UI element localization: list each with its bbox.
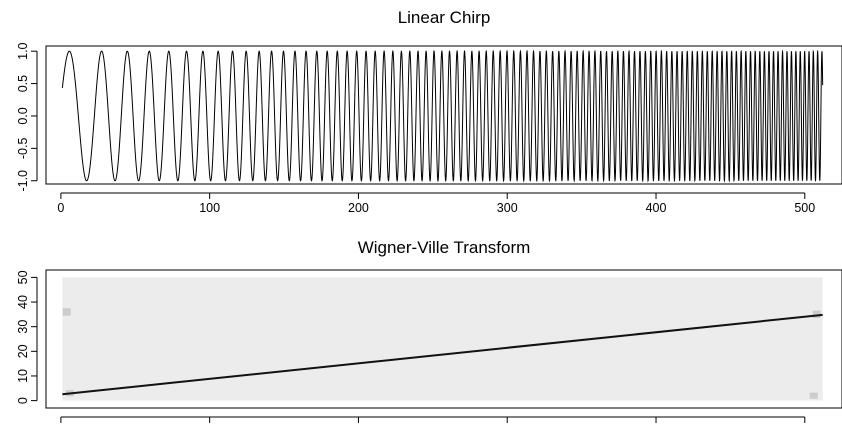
- x-tick-label: 200: [348, 201, 369, 215]
- y-tick-label: 40: [16, 295, 30, 309]
- y-tick-label: -0.5: [16, 138, 30, 160]
- x-tick-label: 400: [646, 201, 667, 215]
- y-tick-label: 0.5: [16, 75, 30, 92]
- chart1-plot-frame: [45, 45, 842, 185]
- y-tick-label: 30: [16, 320, 30, 334]
- y-tick-label: -1.0: [16, 170, 30, 192]
- y-tick-label: 1.0: [16, 42, 30, 59]
- x-tick-label: 300: [497, 201, 518, 215]
- chart1-title: Linear Chirp: [398, 8, 491, 27]
- y-tick-label: 0.0: [16, 107, 30, 124]
- heatmap-artifact: [809, 392, 818, 399]
- chart1-x-axis: 0 100 200 300 400 500: [57, 192, 815, 215]
- chart1-series-line: [61, 49, 824, 183]
- x-tick-label: 500: [794, 201, 815, 215]
- heatmap-artifact: [62, 308, 71, 316]
- chart2-ridge-line: [62, 313, 823, 396]
- chart2-plot-frame: [45, 269, 842, 409]
- x-tick-label: 100: [199, 201, 220, 215]
- heatmap-artifact: [812, 310, 821, 319]
- chart1-y-axis: -1.0 -0.5 0.0 0.5 1.0: [16, 42, 38, 192]
- y-tick-label: 0: [16, 397, 30, 404]
- y-tick-label: 10: [16, 369, 30, 383]
- y-tick-label: 50: [16, 270, 30, 284]
- chart2-title: Wigner-Ville Transform: [358, 238, 531, 257]
- y-tick-label: 20: [16, 344, 30, 358]
- x-tick-label: 0: [57, 201, 64, 215]
- chart2-y-axis: 0 10 20 30 40 50: [16, 270, 38, 404]
